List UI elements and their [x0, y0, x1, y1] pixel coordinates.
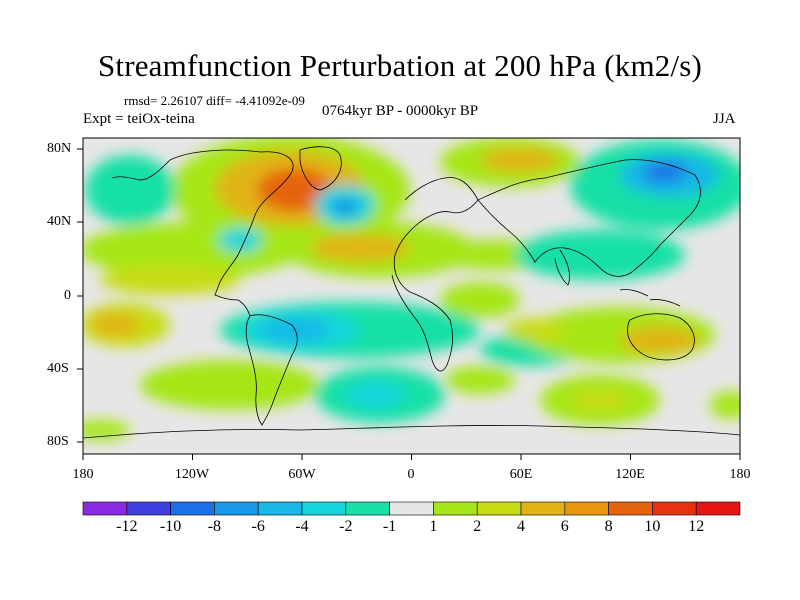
lon-label-60w: 60W — [288, 467, 316, 482]
season-label: JJA — [713, 111, 736, 127]
colorbar-label: -10 — [159, 518, 182, 535]
colorbar-label: -2 — [339, 518, 353, 535]
coast-antarctica — [83, 425, 740, 439]
colorbar-swatch-2 — [170, 501, 215, 516]
coast-islands — [619, 289, 681, 307]
coast-south-america — [245, 314, 298, 426]
lon-label-60e: 60E — [509, 467, 533, 482]
colorbar-swatch-0 — [82, 501, 128, 516]
coast-alaska — [111, 159, 171, 181]
colorbar-label: -12 — [116, 518, 138, 535]
coast-asia — [477, 159, 701, 277]
period-label: 0764kyr BP - 0000kyr BP — [322, 103, 479, 119]
colorbar-swatch-11 — [564, 501, 609, 516]
colorbar-swatch-1 — [126, 501, 171, 516]
axis-ticks — [77, 148, 741, 460]
lon-label-120e: 120E — [615, 467, 645, 482]
lat-label-0: 0 — [64, 288, 71, 303]
colorbar-label: -8 — [207, 518, 222, 535]
chart-title: Streamfunction Perturbation at 200 hPa (… — [97, 48, 703, 83]
coast-europe-africa — [391, 177, 479, 372]
colorbar-label: 10 — [644, 518, 661, 535]
colorbar-swatch-10 — [520, 501, 566, 516]
colorbar-swatch-7 — [389, 501, 434, 516]
lat-label-40n: 40N — [47, 214, 72, 229]
lat-label-80n: 80N — [47, 141, 72, 156]
colorbar-swatch-5 — [301, 501, 347, 516]
colorbar-label: 12 — [688, 518, 705, 535]
colorbar-swatch-4 — [257, 501, 303, 516]
colorbar-swatch-12 — [608, 501, 653, 516]
map-field — [83, 138, 740, 454]
lon-label-120w: 120W — [174, 467, 210, 482]
colorbar-swatch-9 — [476, 501, 522, 516]
colorbar-label: 8 — [604, 518, 613, 535]
lat-label-80s: 80S — [47, 434, 69, 449]
colorbar-label: 6 — [560, 518, 569, 535]
lon-label-180e: 180 — [729, 467, 751, 482]
experiment-label: Expt = teiOx-teina — [83, 111, 195, 127]
colorbar — [82, 501, 741, 516]
coastlines — [83, 146, 740, 439]
colorbar-label: 2 — [473, 518, 482, 535]
coast-north-america — [169, 149, 294, 317]
coast-australia — [627, 313, 695, 361]
colorbar-label: -1 — [382, 518, 397, 535]
colorbar-swatch-8 — [433, 501, 478, 516]
colorbar-label: -4 — [295, 518, 309, 535]
colorbar-swatch-3 — [214, 501, 259, 516]
contour-fills — [83, 138, 740, 440]
colorbar-label: 4 — [517, 518, 525, 535]
colorbar-label: -6 — [251, 518, 265, 535]
colorbar-swatch-14 — [695, 501, 741, 516]
coast-greenland — [299, 146, 342, 191]
colorbar-swatch-13 — [652, 501, 697, 516]
lat-label-40s: 40S — [47, 361, 69, 376]
stats-text: rmsd= 2.26107 diff= -4.41092e-09 — [124, 93, 305, 108]
colorbar-label: 1 — [429, 518, 438, 535]
coast-india — [554, 249, 570, 286]
lon-label-0: 0 — [407, 467, 415, 482]
colorbar-swatch-6 — [345, 501, 390, 516]
lon-label-180w: 180 — [72, 467, 94, 482]
